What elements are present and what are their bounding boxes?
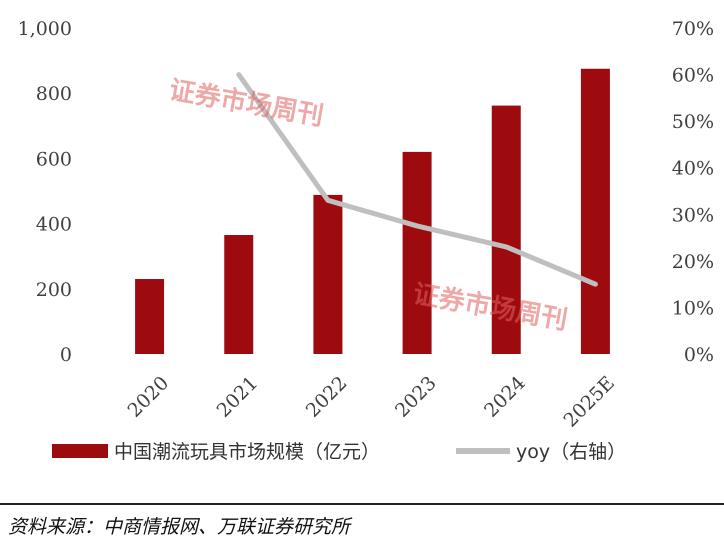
right-tick-label: 60%	[672, 65, 714, 87]
bar-2025E	[580, 68, 610, 354]
bar-2024	[491, 105, 521, 354]
bar-2020	[135, 279, 165, 354]
x-tick-label: 2020	[123, 372, 173, 422]
right-tick-label: 50%	[672, 111, 714, 133]
left-tick-label: 200	[36, 279, 72, 301]
left-tick-label: 0	[60, 344, 72, 366]
right-tick-label: 40%	[672, 158, 714, 180]
right-tick-label: 30%	[672, 204, 714, 226]
left-tick-label: 1,000	[18, 18, 72, 40]
x-tick-label: 2025E	[559, 372, 619, 432]
chart: 0 200 400 600 800 1,000 0% 10% 20% 30% 40% 50% 60% 7…	[18, 18, 714, 463]
x-tick-label: 2022	[302, 372, 352, 422]
x-tick-label: 2021	[213, 372, 263, 422]
left-tick-label: 800	[36, 83, 72, 105]
bar-2021	[224, 235, 254, 354]
left-axis-ticks: 0 200 400 600 800 1,000	[18, 18, 72, 366]
bar-series	[135, 68, 610, 354]
yoy-line-series	[236, 72, 598, 287]
x-tick-label: 2024	[480, 372, 530, 422]
source-note: 资料来源：中商情报网、万联证券研究所	[8, 516, 351, 538]
bar-2023	[402, 151, 432, 354]
right-tick-label: 70%	[672, 18, 714, 40]
right-tick-label: 0%	[684, 344, 714, 366]
watermark-bottom: 证券市场周刊	[411, 278, 570, 336]
legend: 中国潮流玩具市场规模（亿元） yoy（右轴）	[52, 441, 626, 463]
legend-bar-label: 中国潮流玩具市场规模（亿元）	[114, 441, 380, 463]
yoy-line	[236, 72, 598, 287]
right-tick-label: 20%	[672, 251, 714, 273]
left-tick-label: 400	[36, 214, 72, 236]
bar-2022	[313, 194, 343, 354]
legend-bar-swatch	[52, 444, 108, 458]
x-tick-label: 2023	[391, 372, 441, 422]
right-axis-ticks: 0% 10% 20% 30% 40% 50% 60% 70%	[672, 18, 714, 366]
legend-line-label: yoy（右轴）	[516, 441, 626, 463]
x-axis-ticks: 2020 2021 2022 2023 2024 2025E	[123, 372, 619, 432]
left-tick-label: 600	[36, 148, 72, 170]
right-tick-label: 10%	[672, 297, 714, 319]
footer-divider	[0, 503, 724, 505]
